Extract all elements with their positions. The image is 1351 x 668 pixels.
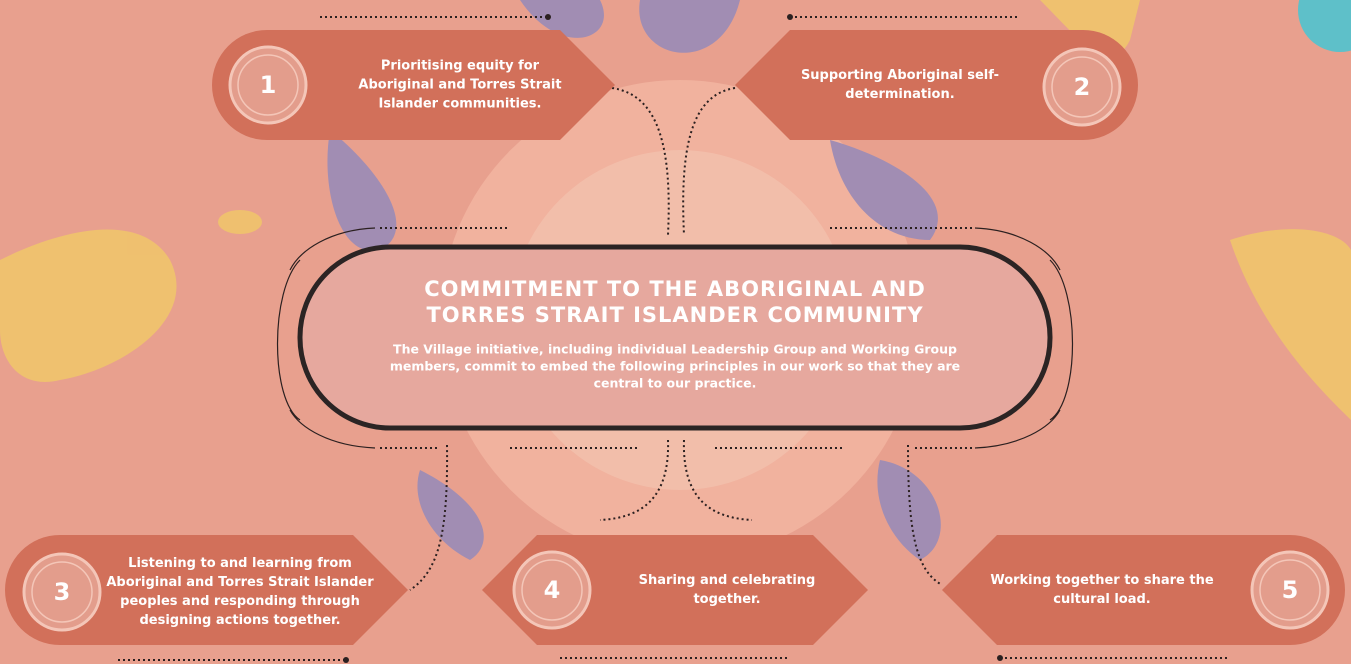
principle-text: together.	[693, 592, 760, 607]
principle-text: Prioritising equity for	[381, 59, 540, 74]
principle-text: Aboriginal and Torres Strait Islander	[106, 575, 374, 590]
principle-text: Listening to and learning from	[128, 556, 352, 571]
principle-number: 3	[54, 578, 71, 606]
principle-card: 5 Working together to share the cultural l…	[942, 535, 1345, 645]
center-description: central to our practice.	[594, 376, 757, 391]
principle-card: 1 Prioritising equity for Aboriginal and T…	[212, 30, 615, 140]
principle-text: determination.	[845, 87, 954, 102]
principle-number: 5	[1282, 576, 1299, 604]
principle-text: Aboriginal and Torres Strait	[358, 78, 561, 93]
principle-card: 3 Listening to and learning from Aborigina…	[5, 535, 408, 645]
principle-text: Islander communities.	[379, 97, 542, 112]
infographic: COMMITMENT TO THE ABORIGINAL ANDTORRES S…	[0, 0, 1351, 664]
principle-number: 2	[1074, 73, 1091, 101]
principle-card: 2 Supporting Aboriginal self-determinatio…	[735, 30, 1138, 140]
center-description: The Village initiative, including indivi…	[393, 342, 957, 357]
principle-text: cultural load.	[1053, 592, 1150, 607]
principle-text: Sharing and celebrating	[639, 573, 816, 588]
principle-card: 4 Sharing and celebrating together.	[482, 535, 868, 645]
principle-text: Working together to share the	[990, 573, 1214, 588]
principle-text: Supporting Aboriginal self-	[801, 68, 999, 83]
center-title: TORRES STRAIT ISLANDER COMMUNITY	[426, 303, 923, 327]
center-pill	[300, 247, 1050, 428]
principle-number: 1	[260, 71, 277, 99]
center-title: COMMITMENT TO THE ABORIGINAL AND	[424, 277, 926, 301]
center-description: members, commit to embed the following p…	[390, 359, 960, 374]
principle-text: peoples and responding through	[120, 594, 360, 609]
principle-text: designing actions together.	[139, 613, 340, 628]
principle-number: 4	[544, 576, 561, 604]
